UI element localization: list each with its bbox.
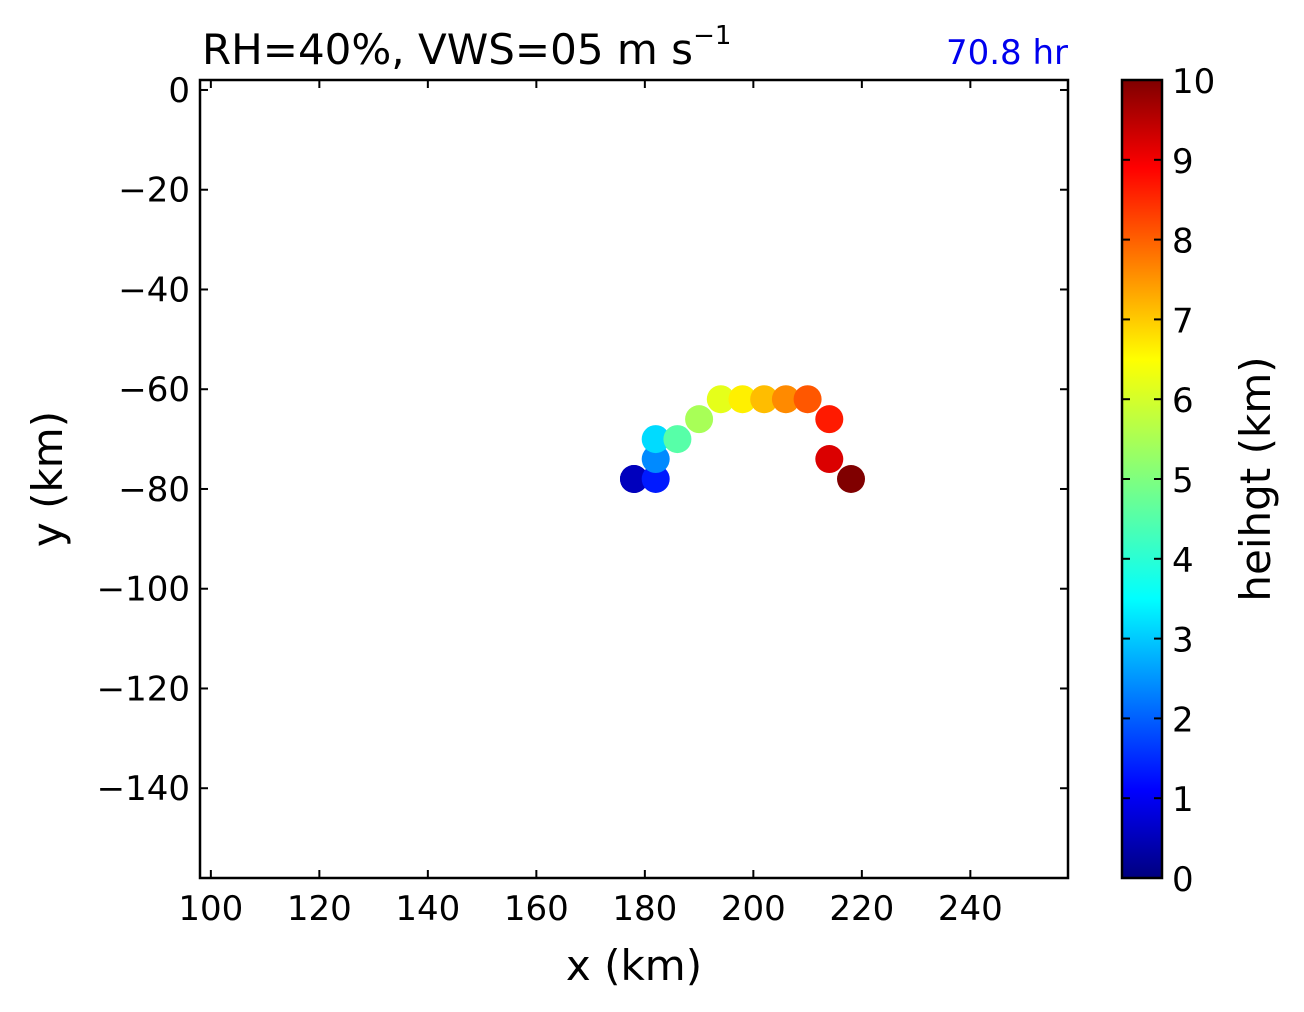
scatter-point xyxy=(706,385,735,414)
colorbar-ticks: 0 1 2 3 4 5 6 7 8 9 10 xyxy=(1122,62,1215,900)
y-tick-label: −80 xyxy=(118,470,190,510)
scatter-point xyxy=(663,425,692,454)
colorbar-tick-label: 8 xyxy=(1172,222,1194,262)
x-tick-label: 120 xyxy=(287,889,352,929)
scatter-point xyxy=(793,385,822,414)
scatter-point xyxy=(837,465,865,493)
time-annotation: 70.8 hr xyxy=(946,33,1068,73)
scatter-point xyxy=(641,465,670,493)
x-tick-label: 180 xyxy=(612,889,677,929)
y-axis: 0 −20 −40 −60 −80 −100 −120 −140 xyxy=(97,71,1068,809)
x-tick-label: 220 xyxy=(829,889,894,929)
y-tick-label: −40 xyxy=(118,270,190,310)
x-tick-label: 200 xyxy=(721,889,786,929)
scatter-point xyxy=(815,405,844,434)
colorbar-tick-label: 0 xyxy=(1172,860,1194,900)
scatter-point xyxy=(685,405,714,434)
chart-title: RH=40%, VWS=05 m s−1 xyxy=(202,21,731,74)
scatter-point xyxy=(728,385,757,414)
x-axis-label: x (km) xyxy=(566,941,702,990)
y-tick-label: −60 xyxy=(118,370,190,410)
scatter-point xyxy=(750,385,779,414)
plot-area: 100 120 140 160 180 200 220 240 0 −20 −40 −60 −80 −1… xyxy=(97,71,1070,929)
colorbar-tick-label: 1 xyxy=(1172,780,1194,820)
scatter-point xyxy=(815,445,844,474)
scatter-point xyxy=(641,425,670,454)
colorbar-tick-label: 6 xyxy=(1172,381,1194,421)
y-tick-label: −120 xyxy=(97,669,190,709)
y-tick-label: −140 xyxy=(97,769,190,809)
colorbar-tick-label: 5 xyxy=(1172,461,1194,501)
x-tick-label: 240 xyxy=(938,889,1003,929)
x-tick-label: 160 xyxy=(504,889,569,929)
colorbar-tick-label: 7 xyxy=(1172,301,1194,341)
y-tick-label: −20 xyxy=(118,171,190,211)
colorbar-tick-label: 2 xyxy=(1172,700,1194,740)
x-tick-label: 140 xyxy=(395,889,460,929)
colorbar: 0 1 2 3 4 5 6 7 8 9 10 heihgt (km) xyxy=(1120,62,1280,900)
colorbar-tick-label: 9 xyxy=(1172,142,1194,182)
y-tick-label: 0 xyxy=(168,71,190,111)
colorbar-label: heihgt (km) xyxy=(1231,356,1280,601)
colorbar-tick-label: 3 xyxy=(1172,621,1194,661)
x-tick-label: 100 xyxy=(178,889,243,929)
y-tick-label: −100 xyxy=(97,570,190,610)
colorbar-tick-label: 4 xyxy=(1172,541,1194,581)
y-axis-label: y (km) xyxy=(23,411,72,547)
scatter-points xyxy=(620,385,865,493)
scatter-point xyxy=(620,465,648,493)
scatter-point xyxy=(641,445,670,474)
scatter-point xyxy=(771,385,800,414)
colorbar-tick-label: 10 xyxy=(1172,62,1215,102)
title-superscript: −1 xyxy=(693,21,731,51)
x-axis: 100 120 140 160 180 200 220 240 xyxy=(178,80,1003,929)
